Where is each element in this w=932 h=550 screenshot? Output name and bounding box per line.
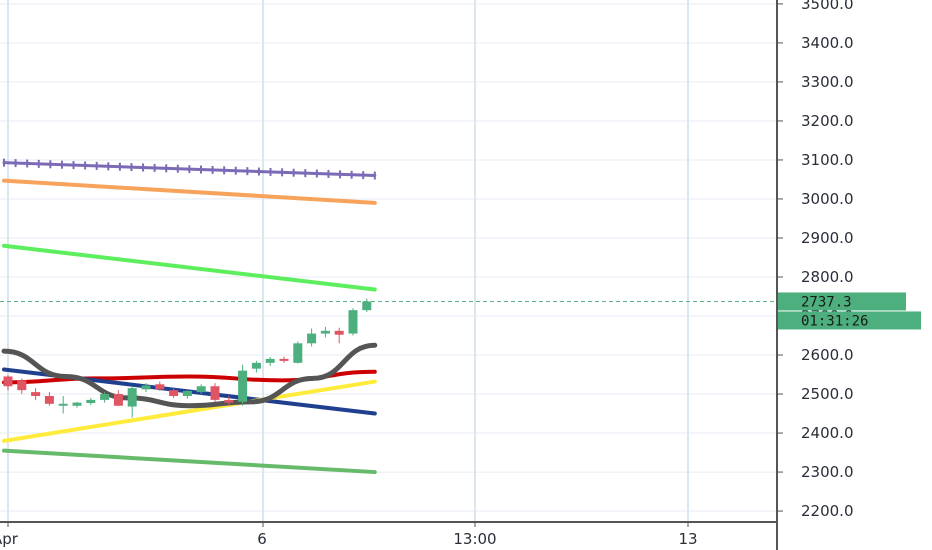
candle-body: [334, 330, 344, 335]
candle-body: [182, 390, 192, 396]
time-axis[interactable]: Apr 6 13:00 13: [0, 521, 777, 548]
candle-body: [58, 403, 68, 406]
price-axis[interactable]: 2200.02300.02400.02500.02600.02700.02800…: [776, 0, 932, 550]
time-tick-label: 13: [678, 530, 697, 548]
time-tick-label: Apr: [0, 530, 19, 548]
candle-body: [265, 358, 275, 363]
axis-tick-label: 2500.0: [801, 385, 854, 403]
time-tick-label: 13:00: [453, 530, 496, 548]
candle-body: [17, 380, 27, 391]
axis-tick-label: 3200.0: [801, 112, 854, 130]
candle-body: [320, 330, 330, 334]
indicator-line: [2, 178, 377, 205]
candle-body: [141, 385, 151, 390]
candle-body: [210, 386, 220, 400]
candle-body: [362, 301, 372, 311]
countdown-tag: [778, 311, 921, 330]
grid-lines: [0, 0, 777, 522]
countdown-label: 01:31:26: [801, 313, 868, 329]
axis-tick-label: 2300.0: [801, 463, 854, 481]
axis-tick-label: 3000.0: [801, 190, 854, 208]
last-price-tag: [778, 292, 906, 311]
candle-body: [155, 384, 165, 390]
candle-body: [251, 362, 261, 369]
candle-body: [279, 358, 289, 361]
candle-body: [196, 386, 206, 393]
axis-tick-label: 3500.0: [801, 0, 854, 13]
candle-body: [72, 402, 82, 406]
candle-body: [169, 390, 179, 396]
indicator-line: [2, 448, 377, 475]
axis-tick-label: 2200.0: [801, 502, 854, 520]
candle-body: [127, 388, 137, 407]
indicator-line: [2, 379, 377, 443]
candle-body: [100, 394, 110, 400]
axis-tick-label: 3400.0: [801, 34, 854, 52]
candle-body: [113, 394, 123, 406]
candle-body: [3, 376, 13, 387]
indicator-line: [1, 342, 378, 409]
axis-tick-label: 2800.0: [801, 268, 854, 286]
candle-body: [31, 392, 41, 396]
candle-body: [44, 395, 54, 404]
candles: [0, 298, 777, 418]
candle-body: [293, 343, 303, 363]
indicator-lines: [1, 158, 378, 475]
axis-tick-label: 2600.0: [801, 346, 854, 364]
candle-body: [348, 310, 358, 334]
candle-body: [238, 370, 248, 402]
candle-body: [307, 333, 317, 344]
time-tick-label: 6: [257, 530, 267, 548]
last-price-label: 2737.3: [801, 294, 852, 310]
axis-tick-label: 3100.0: [801, 151, 854, 169]
candle-body: [224, 399, 234, 403]
candle-body: [86, 399, 96, 404]
price-tags: 2737.3 01:31:26: [778, 292, 921, 330]
axis-tick-label: 3300.0: [801, 73, 854, 91]
indicator-line: [2, 243, 377, 292]
axis-tick-label: 2900.0: [801, 229, 854, 247]
axis-background: [777, 0, 932, 550]
axis-tick-label: 2400.0: [801, 424, 854, 442]
